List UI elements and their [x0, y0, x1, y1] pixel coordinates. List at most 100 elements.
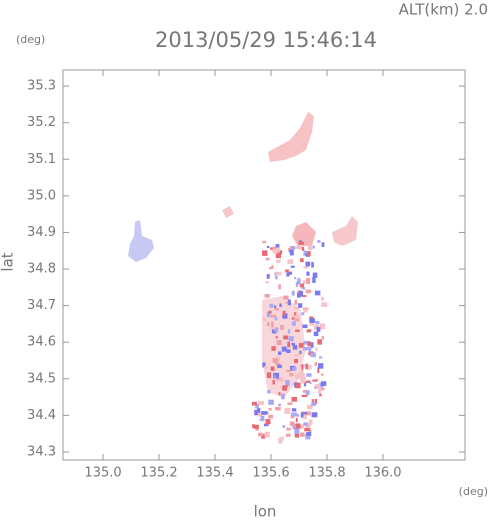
echo-speck [271, 346, 276, 351]
echo-speck [289, 249, 294, 256]
echo-speck [303, 308, 308, 313]
echo-speck [294, 382, 298, 388]
echo-speck [294, 432, 300, 438]
y-tick-label: 34.4 [27, 408, 56, 423]
echo-region [268, 112, 314, 162]
echo-speck [278, 403, 281, 407]
echo-speck [283, 295, 289, 300]
echo-speck [302, 280, 306, 285]
echo-speck [321, 242, 325, 247]
echo-speck [271, 321, 274, 328]
echo-speck [309, 318, 315, 323]
echo-speck [309, 321, 315, 326]
echo-speck [295, 423, 301, 429]
echo-speck [300, 258, 304, 263]
echo-speck [261, 411, 268, 415]
echo-speck [276, 259, 281, 263]
echo-speck [312, 272, 318, 278]
echo-speck [305, 433, 311, 440]
echo-speck [306, 277, 311, 284]
y-tick-label: 34.3 [27, 444, 56, 459]
echo-speck [298, 290, 304, 297]
echo-speck [265, 419, 271, 425]
echo-speck [285, 269, 289, 273]
y-axis-label: lat [0, 252, 17, 271]
echo-speck [305, 363, 308, 370]
echo-speck [298, 342, 304, 348]
echo-speck [292, 423, 298, 430]
echo-speck [294, 314, 301, 319]
echo-speck [301, 394, 308, 397]
x-tick-label: 135.4 [196, 466, 233, 481]
echo-speck [301, 246, 305, 251]
echo-speck [310, 342, 314, 348]
echo-speck [303, 422, 309, 426]
echo-speck [273, 372, 280, 379]
echo-speck [317, 367, 320, 373]
echo-speck [291, 408, 297, 412]
echo-speck [310, 352, 316, 358]
echo-speck [295, 329, 300, 332]
x-axis-label: lon [254, 503, 277, 521]
echo-speck [318, 387, 322, 394]
echo-speck [314, 398, 318, 405]
echo-speck [309, 429, 312, 433]
echo-speck [306, 271, 310, 276]
echo-region [128, 220, 154, 262]
echo-speck [306, 380, 311, 383]
echo-speck [291, 396, 298, 402]
echo-speck [264, 365, 268, 369]
echo-speck [303, 266, 309, 269]
echo-speck [282, 386, 288, 391]
echo-speck [273, 248, 278, 254]
echo-speck [287, 247, 293, 250]
echo-speck [306, 431, 312, 436]
y-tick-label: 34.6 [27, 335, 56, 350]
y-tick-label: 34.5 [27, 371, 56, 386]
echo-speck [278, 437, 283, 444]
echo-speck [279, 303, 282, 307]
echo-speck [280, 436, 284, 441]
echo-speck [289, 372, 294, 377]
echo-speck [274, 308, 279, 311]
echo-speck [290, 414, 295, 419]
echo-speck [275, 271, 282, 276]
echo-speck [287, 299, 291, 306]
echo-speck [300, 432, 305, 437]
echo-speck [315, 347, 318, 351]
echo-speck [282, 425, 286, 428]
echo-speck [299, 375, 303, 381]
echo-speck [276, 356, 281, 362]
echo-speck [263, 423, 269, 427]
echo-speck [312, 379, 318, 382]
y-tick-label: 35.3 [27, 79, 56, 94]
echo-speck [294, 354, 300, 357]
echo-speck [298, 424, 304, 429]
echo-speck [302, 411, 308, 415]
echo-speck [266, 274, 270, 279]
echo-speck [282, 385, 288, 388]
echo-speck [286, 427, 291, 431]
echo-speck [306, 329, 312, 333]
echo-speck [271, 265, 274, 270]
echo-speck [306, 404, 313, 410]
x-tick-label: 135.6 [252, 466, 289, 481]
echo-speck [254, 409, 260, 416]
echo-speck [315, 383, 321, 389]
echo-speck [311, 412, 318, 418]
echo-speck [303, 340, 310, 345]
echo-speck [290, 265, 295, 268]
echo-speck [311, 401, 316, 406]
echo-speck [287, 341, 291, 348]
echo-speck [276, 377, 282, 381]
echo-speck [317, 363, 324, 369]
echo-speck [277, 364, 282, 369]
echo-speck [321, 336, 324, 340]
echo-speck [281, 393, 285, 400]
echo-speck [277, 351, 282, 355]
echo-speck [265, 281, 269, 284]
echo-speck [262, 250, 268, 256]
echo-speck [315, 320, 320, 325]
echo-speck [299, 283, 305, 288]
